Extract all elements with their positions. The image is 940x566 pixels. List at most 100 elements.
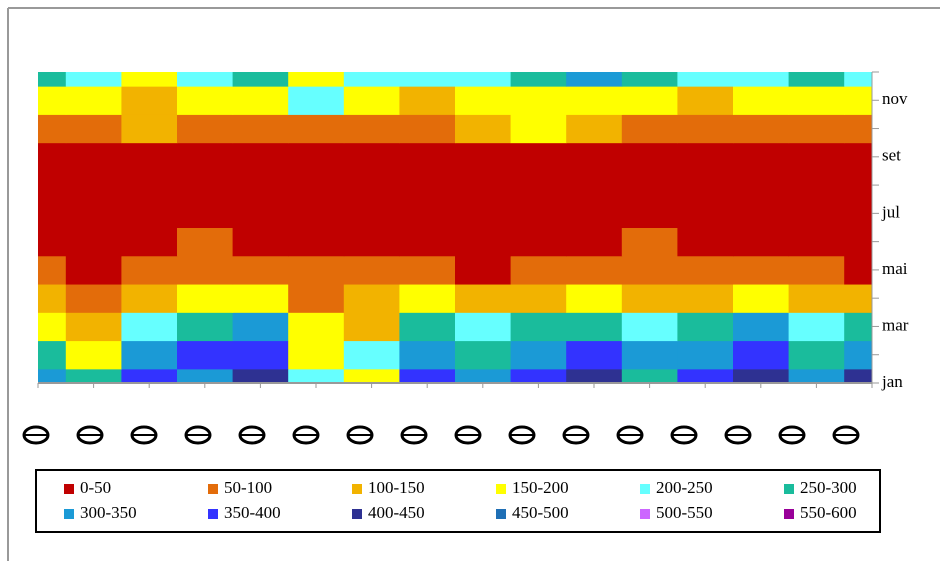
legend-label: 100-150 [368,478,425,497]
legend-label: 400-450 [368,503,425,522]
surface-cell [566,114,623,144]
surface-cell [455,284,512,313]
surface-cell [566,255,623,285]
surface-cell [65,284,122,313]
surface-cell [510,312,567,342]
surface-cell [788,114,845,144]
surface-cell [177,255,234,285]
surface-cell [621,86,678,115]
surface-cell [65,86,122,115]
surface-cell [677,142,734,172]
surface-cell [399,72,456,87]
legend-label: 350-400 [224,503,281,522]
surface-cell [38,227,67,257]
surface-cell [177,72,234,87]
surface-cell [232,72,289,87]
surface-cell [288,114,345,144]
surface-cell [566,142,623,172]
surface-cell [733,255,790,285]
surface-cell [399,114,456,144]
surface-cell [455,170,512,200]
surface-cell [399,170,456,200]
legend-swatch [640,509,650,519]
legend-box [35,469,881,533]
surface-cell [38,86,67,115]
surface-cell [677,255,734,285]
legend-label: 300-350 [80,503,137,522]
surface-cell [177,199,234,228]
surface-cell [121,340,178,370]
surface-cell [677,340,734,370]
surface-cell [38,114,67,144]
surface-cell [510,86,567,115]
surface-cell [343,170,400,200]
surface-cell [677,72,734,87]
surface-cell [510,255,567,285]
surface-cell [177,142,234,172]
surface-cell [455,142,512,172]
surface-cell [788,142,845,172]
y-tick-label: mai [882,259,908,278]
surface-cell [65,170,122,200]
legend-swatch [64,484,74,494]
surface-cell [621,142,678,172]
surface-cell [288,170,345,200]
surface-cell [455,199,512,228]
surface-cell [788,170,845,200]
surface-cell [38,340,67,370]
surface-cell [455,340,512,370]
surface-cell [343,340,400,370]
surface-cell [65,114,122,144]
legend-label: 50-100 [224,478,272,497]
surface-cell [733,142,790,172]
surface-cell [232,170,289,200]
surface-cell [343,368,400,383]
surface-cell [510,368,567,383]
surface-cell [621,72,678,87]
surface-cell [343,255,400,285]
legend-label: 450-500 [512,503,569,522]
surface-cell [677,312,734,342]
surface-cell [455,86,512,115]
surface-cell [677,227,734,257]
surface-cell [455,114,512,144]
surface-cell [343,114,400,144]
surface-cell [566,170,623,200]
surface-cell [121,227,178,257]
surface-cell [455,255,512,285]
surface-cell [455,72,512,87]
surface-cell [121,72,178,87]
surface-cell [788,72,845,87]
surface-cell [399,227,456,257]
surface-cell [566,312,623,342]
surface-cell [733,114,790,144]
surface-cell [844,255,872,285]
surface-cell [121,312,178,342]
surface-cell [844,227,872,257]
surface-cell [399,86,456,115]
surface-cell [510,170,567,200]
surface-cell [510,72,567,87]
surface-cell [288,312,345,342]
surface-cell [399,142,456,172]
surface-cell [733,227,790,257]
y-tick-label: mar [882,315,909,334]
legend-swatch [352,509,362,519]
surface-cell [177,86,234,115]
surface-cell [399,255,456,285]
surface-cell [232,86,289,115]
surface-cell [677,284,734,313]
surface-cell [510,340,567,370]
surface-cell [399,284,456,313]
surface-cell [566,340,623,370]
surface-cell [733,340,790,370]
surface-cell [38,72,67,87]
surface-cell [455,312,512,342]
surface-cell [65,227,122,257]
surface-cell [232,199,289,228]
surface-cell [788,340,845,370]
surface-cell [510,284,567,313]
surface-cell [38,312,67,342]
surface-cell [733,86,790,115]
surface-cell [38,170,67,200]
